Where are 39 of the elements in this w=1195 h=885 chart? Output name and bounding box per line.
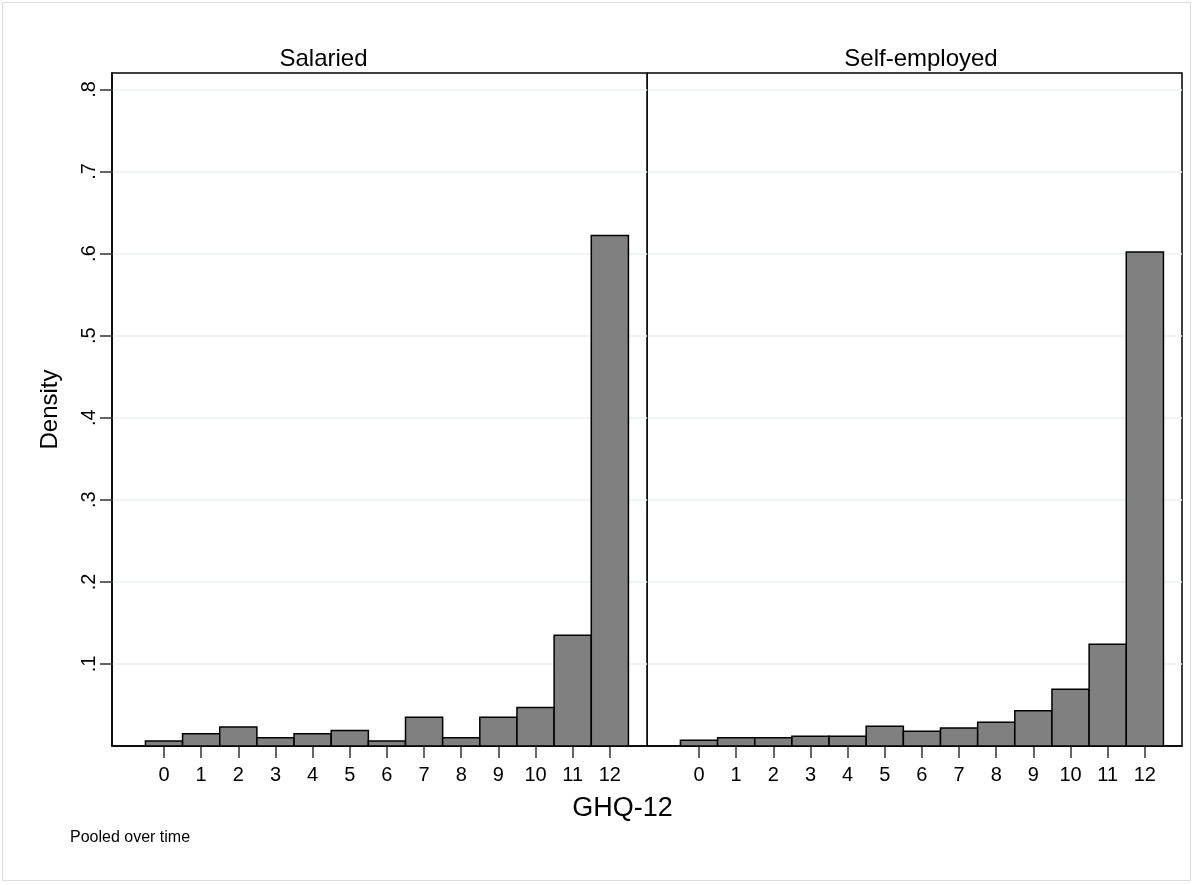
x-tick-label: 1 (730, 763, 742, 785)
x-tick-label: 2 (767, 763, 779, 785)
y-tick-label: .4 (77, 409, 99, 427)
x-tick-label: 12 (1133, 763, 1156, 785)
x-tick-label: 4 (307, 763, 319, 785)
x-tick-label: 9 (1027, 763, 1039, 785)
x-axis-title: GHQ-12 (571, 792, 674, 823)
x-tick-label: 8 (455, 763, 467, 785)
y-tick-label: .5 (77, 327, 99, 344)
x-tick-label: 8 (990, 763, 1002, 785)
x-tick-label: 12 (598, 763, 621, 785)
x-tick-label: 0 (693, 763, 705, 785)
x-tick-label: 5 (344, 763, 356, 785)
x-tick-label: 3 (269, 763, 282, 785)
chart-title: Self-employed (844, 43, 998, 71)
x-tick-label: 1 (195, 763, 207, 785)
x-tick-label: 11 (1097, 763, 1119, 785)
x-tick-label: 9 (492, 763, 504, 785)
y-tick-label: .8 (77, 81, 99, 98)
x-tick-label: 3 (804, 763, 817, 785)
x-tick-label: 10 (1059, 763, 1082, 785)
x-tick-label: 6 (381, 763, 393, 785)
chart-title: Salaried (279, 43, 368, 71)
x-tick-label: 0 (158, 763, 170, 785)
x-tick-label: 7 (418, 763, 430, 785)
y-tick-label: .1 (77, 655, 99, 673)
x-tick-label: 11 (562, 763, 584, 785)
y-tick-label: .2 (77, 573, 99, 591)
x-tick-label: 7 (953, 763, 965, 785)
x-tick-label: 2 (232, 763, 244, 785)
text: Pooled over time (70, 828, 191, 846)
y-tick-label: .7 (77, 163, 99, 180)
x-tick-label: 4 (842, 763, 854, 785)
y-axis-title: Density (34, 369, 62, 450)
y-tick-label: .3 (77, 491, 99, 509)
x-tick-label: 10 (524, 763, 547, 785)
y-tick-label: .6 (77, 245, 99, 262)
x-tick-label: 6 (916, 763, 928, 785)
x-tick-label: 5 (879, 763, 891, 785)
